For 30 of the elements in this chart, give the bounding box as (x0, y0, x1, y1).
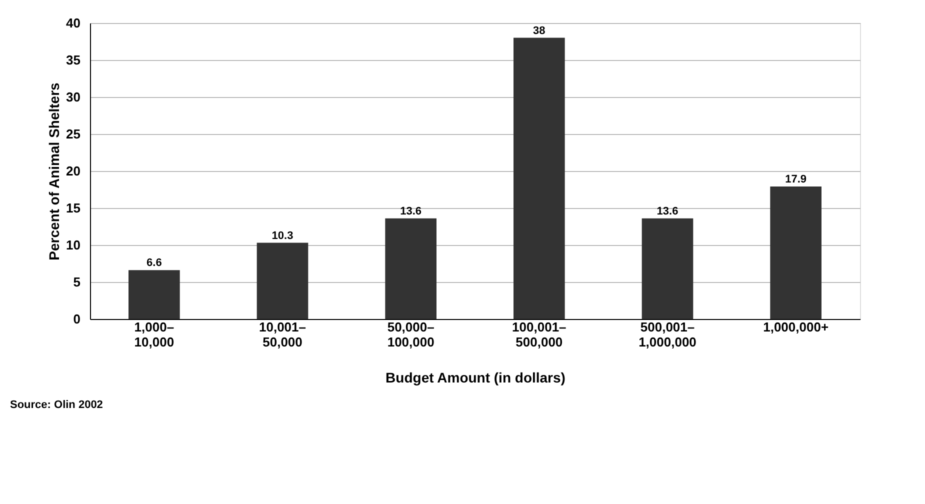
x-tick-label: 1,000,000+ (763, 320, 829, 334)
bar (256, 242, 308, 319)
bar (770, 186, 822, 319)
x-tick-label: 50,000– 100,000 (387, 320, 434, 350)
data-label: 13.6 (400, 205, 422, 218)
bar (385, 218, 436, 319)
source-note: Source: Olin 2002 (10, 399, 103, 411)
y-tick-label: 35 (66, 52, 80, 68)
y-tick-label: 20 (66, 164, 80, 178)
y-tick-label: 0 (73, 312, 80, 326)
y-tick-label: 15 (66, 200, 80, 216)
bar (514, 38, 565, 319)
bar (128, 270, 180, 319)
y-tick-label: 5 (73, 274, 80, 290)
x-axis-title: Budget Amount (in dollars) (386, 370, 566, 386)
data-label: 38 (533, 24, 546, 37)
y-tick-label: 30 (66, 90, 80, 104)
x-tick-label: 10,001– 50,000 (259, 320, 306, 350)
y-tick-label: 10 (66, 238, 80, 252)
data-label: 6.6 (146, 257, 162, 270)
y-tick-label: 25 (66, 126, 80, 142)
y-axis-title: Percent of Animal Shelters (46, 82, 62, 260)
data-label: 17.9 (785, 174, 807, 186)
data-label: 13.6 (656, 205, 678, 218)
bar (642, 218, 694, 319)
y-tick-label: 40 (66, 16, 80, 30)
x-tick-label: 100,001– 500,000 (512, 320, 566, 350)
x-tick-label: 500,001– 1,000,000 (638, 320, 696, 350)
data-label: 10.3 (272, 230, 294, 242)
x-tick-label: 1,000– 10,000 (134, 320, 174, 350)
